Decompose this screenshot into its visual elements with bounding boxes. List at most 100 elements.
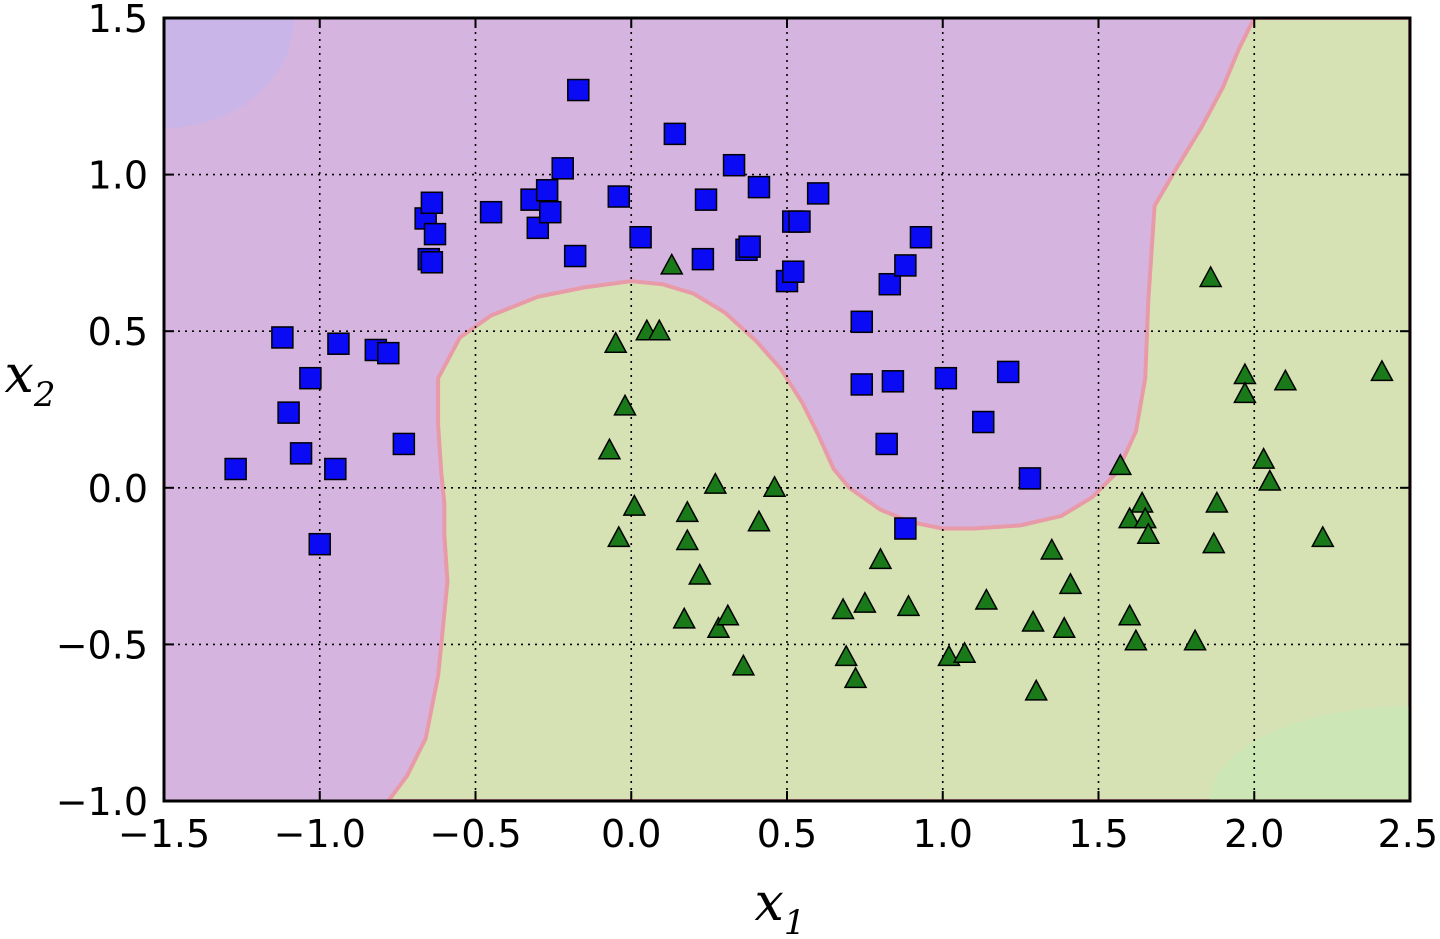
class1-point <box>1024 678 1048 701</box>
class0-point <box>420 251 444 274</box>
class1-point <box>603 331 628 353</box>
y-axis-label-main: x <box>5 345 34 405</box>
class0-point <box>996 360 1020 384</box>
x-tick-label: 1.0 <box>913 812 973 856</box>
class1-outer-region <box>1210 706 1410 801</box>
class1-point <box>716 603 740 626</box>
x-tick-label: 0.5 <box>757 812 817 856</box>
x-tick-label: −1.5 <box>118 812 210 856</box>
class1-point <box>613 393 637 416</box>
class1-point <box>853 591 877 613</box>
class0-point <box>539 200 562 224</box>
class0-point <box>299 366 322 390</box>
class1-point <box>1136 522 1161 545</box>
class1-point <box>1108 453 1133 476</box>
class1-point <box>1117 603 1142 626</box>
class0-point <box>747 175 771 199</box>
class0-point <box>324 457 347 481</box>
class0-point <box>934 366 958 390</box>
class0-point <box>738 235 761 258</box>
y-tick-label: 1.0 <box>88 154 148 198</box>
class0-point <box>271 326 294 349</box>
class0-point <box>1018 467 1042 490</box>
x-tick-label: 1.5 <box>1068 812 1128 856</box>
grid-lines <box>164 18 1410 801</box>
class1-point <box>1183 628 1207 651</box>
class1-point <box>647 318 672 341</box>
class1-point <box>1273 368 1298 391</box>
class1-point <box>952 641 977 664</box>
class0-point <box>377 341 400 365</box>
x-axis-label-main: x <box>755 873 784 933</box>
class1-point <box>672 606 696 629</box>
class1-point <box>762 475 787 498</box>
class1-point <box>675 528 700 551</box>
x-tick-label: −0.5 <box>429 812 521 856</box>
class1-point <box>868 547 893 570</box>
class0-point <box>788 210 811 233</box>
class0-point <box>850 310 874 334</box>
class1-point <box>843 666 868 689</box>
class1-point <box>1251 447 1276 469</box>
class1-point <box>675 500 700 523</box>
class0-point <box>224 457 247 481</box>
class1-point <box>974 587 999 610</box>
class0-point <box>563 244 587 268</box>
class0-point <box>875 432 898 456</box>
class1-point <box>1124 628 1148 651</box>
class0-point <box>277 401 300 424</box>
class0-point <box>423 222 447 246</box>
class1-point <box>706 616 731 638</box>
class1-point <box>622 494 647 516</box>
class1-point <box>747 509 771 532</box>
class0-point <box>806 182 830 205</box>
y-axis-label: x2 <box>5 345 56 415</box>
class0-point <box>479 200 503 224</box>
y-tick-label: 1.5 <box>88 0 148 41</box>
x-axis-label-subscript: 1 <box>784 903 806 939</box>
class1-point <box>896 594 921 617</box>
class1-point <box>1233 381 1257 404</box>
x-tick-labels: −1.5 −1.0 −0.5 0.0 0.5 1.0 1.5 2.0 2.5 <box>118 812 1438 856</box>
class0-point <box>722 153 746 177</box>
y-tick-label: −1.0 <box>56 780 148 824</box>
y-tick-labels: −1.0 −0.5 0.0 0.5 1.0 1.5 <box>56 0 148 824</box>
class0-point <box>551 157 574 180</box>
class1-point <box>1117 506 1142 529</box>
class0-point <box>971 410 995 434</box>
y-axis-label-subscript: 2 <box>33 375 56 415</box>
class1-point <box>1311 525 1335 548</box>
class1-point <box>834 644 858 667</box>
class1-point <box>1130 490 1154 513</box>
x-tick-label: 0.0 <box>601 812 661 856</box>
class1-point <box>831 597 855 620</box>
class1-point <box>688 562 712 585</box>
class0-point <box>850 373 874 396</box>
x-tick-label: 2.5 <box>1378 812 1438 856</box>
class0-point <box>607 185 631 208</box>
x-tick-label: −1.0 <box>274 812 366 856</box>
class0-point <box>881 370 905 393</box>
class0-point <box>567 78 590 102</box>
class0-point <box>781 260 805 283</box>
class1-point <box>1201 531 1226 554</box>
class1-point <box>659 252 684 275</box>
class0-point <box>289 442 313 465</box>
class1-point <box>1052 616 1076 638</box>
x-tick-label: 2.0 <box>1224 812 1284 856</box>
class1-point <box>1040 537 1064 560</box>
class0-point <box>878 272 902 296</box>
y-tick-label: 0.5 <box>88 310 148 354</box>
class1-point <box>1021 609 1045 632</box>
class0-point <box>308 532 331 556</box>
class0-point <box>420 191 444 215</box>
class1-point <box>1198 265 1223 288</box>
class0-point <box>909 225 933 249</box>
class0-outer-region <box>164 18 294 128</box>
class0-point <box>392 432 416 456</box>
class1-point <box>1205 490 1229 513</box>
class0-point <box>629 225 652 249</box>
class0-point <box>894 517 917 540</box>
class1-point <box>703 472 728 494</box>
